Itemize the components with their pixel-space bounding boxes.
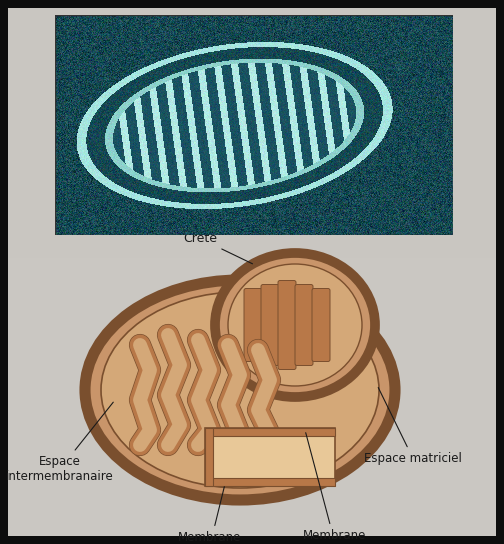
- Text: Espace
intermembranaire: Espace intermembranaire: [6, 402, 114, 483]
- Bar: [8, 258, 496, 536]
- FancyBboxPatch shape: [312, 288, 330, 362]
- FancyBboxPatch shape: [244, 288, 262, 362]
- Bar: [55, 15, 453, 235]
- Bar: [205, 428, 213, 486]
- Ellipse shape: [85, 280, 395, 500]
- Bar: [205, 478, 335, 486]
- Text: Espace matriciel: Espace matriciel: [364, 387, 462, 465]
- Text: Membrane
externe: Membrane externe: [178, 487, 242, 544]
- Text: Membrane
interne: Membrane interne: [303, 432, 367, 544]
- FancyBboxPatch shape: [295, 285, 313, 366]
- FancyBboxPatch shape: [261, 285, 279, 366]
- Text: Crête: Crête: [183, 232, 253, 264]
- Ellipse shape: [228, 264, 362, 386]
- Bar: [205, 428, 335, 486]
- Ellipse shape: [215, 253, 375, 397]
- Ellipse shape: [101, 292, 379, 488]
- FancyBboxPatch shape: [278, 281, 296, 369]
- Bar: [205, 428, 335, 436]
